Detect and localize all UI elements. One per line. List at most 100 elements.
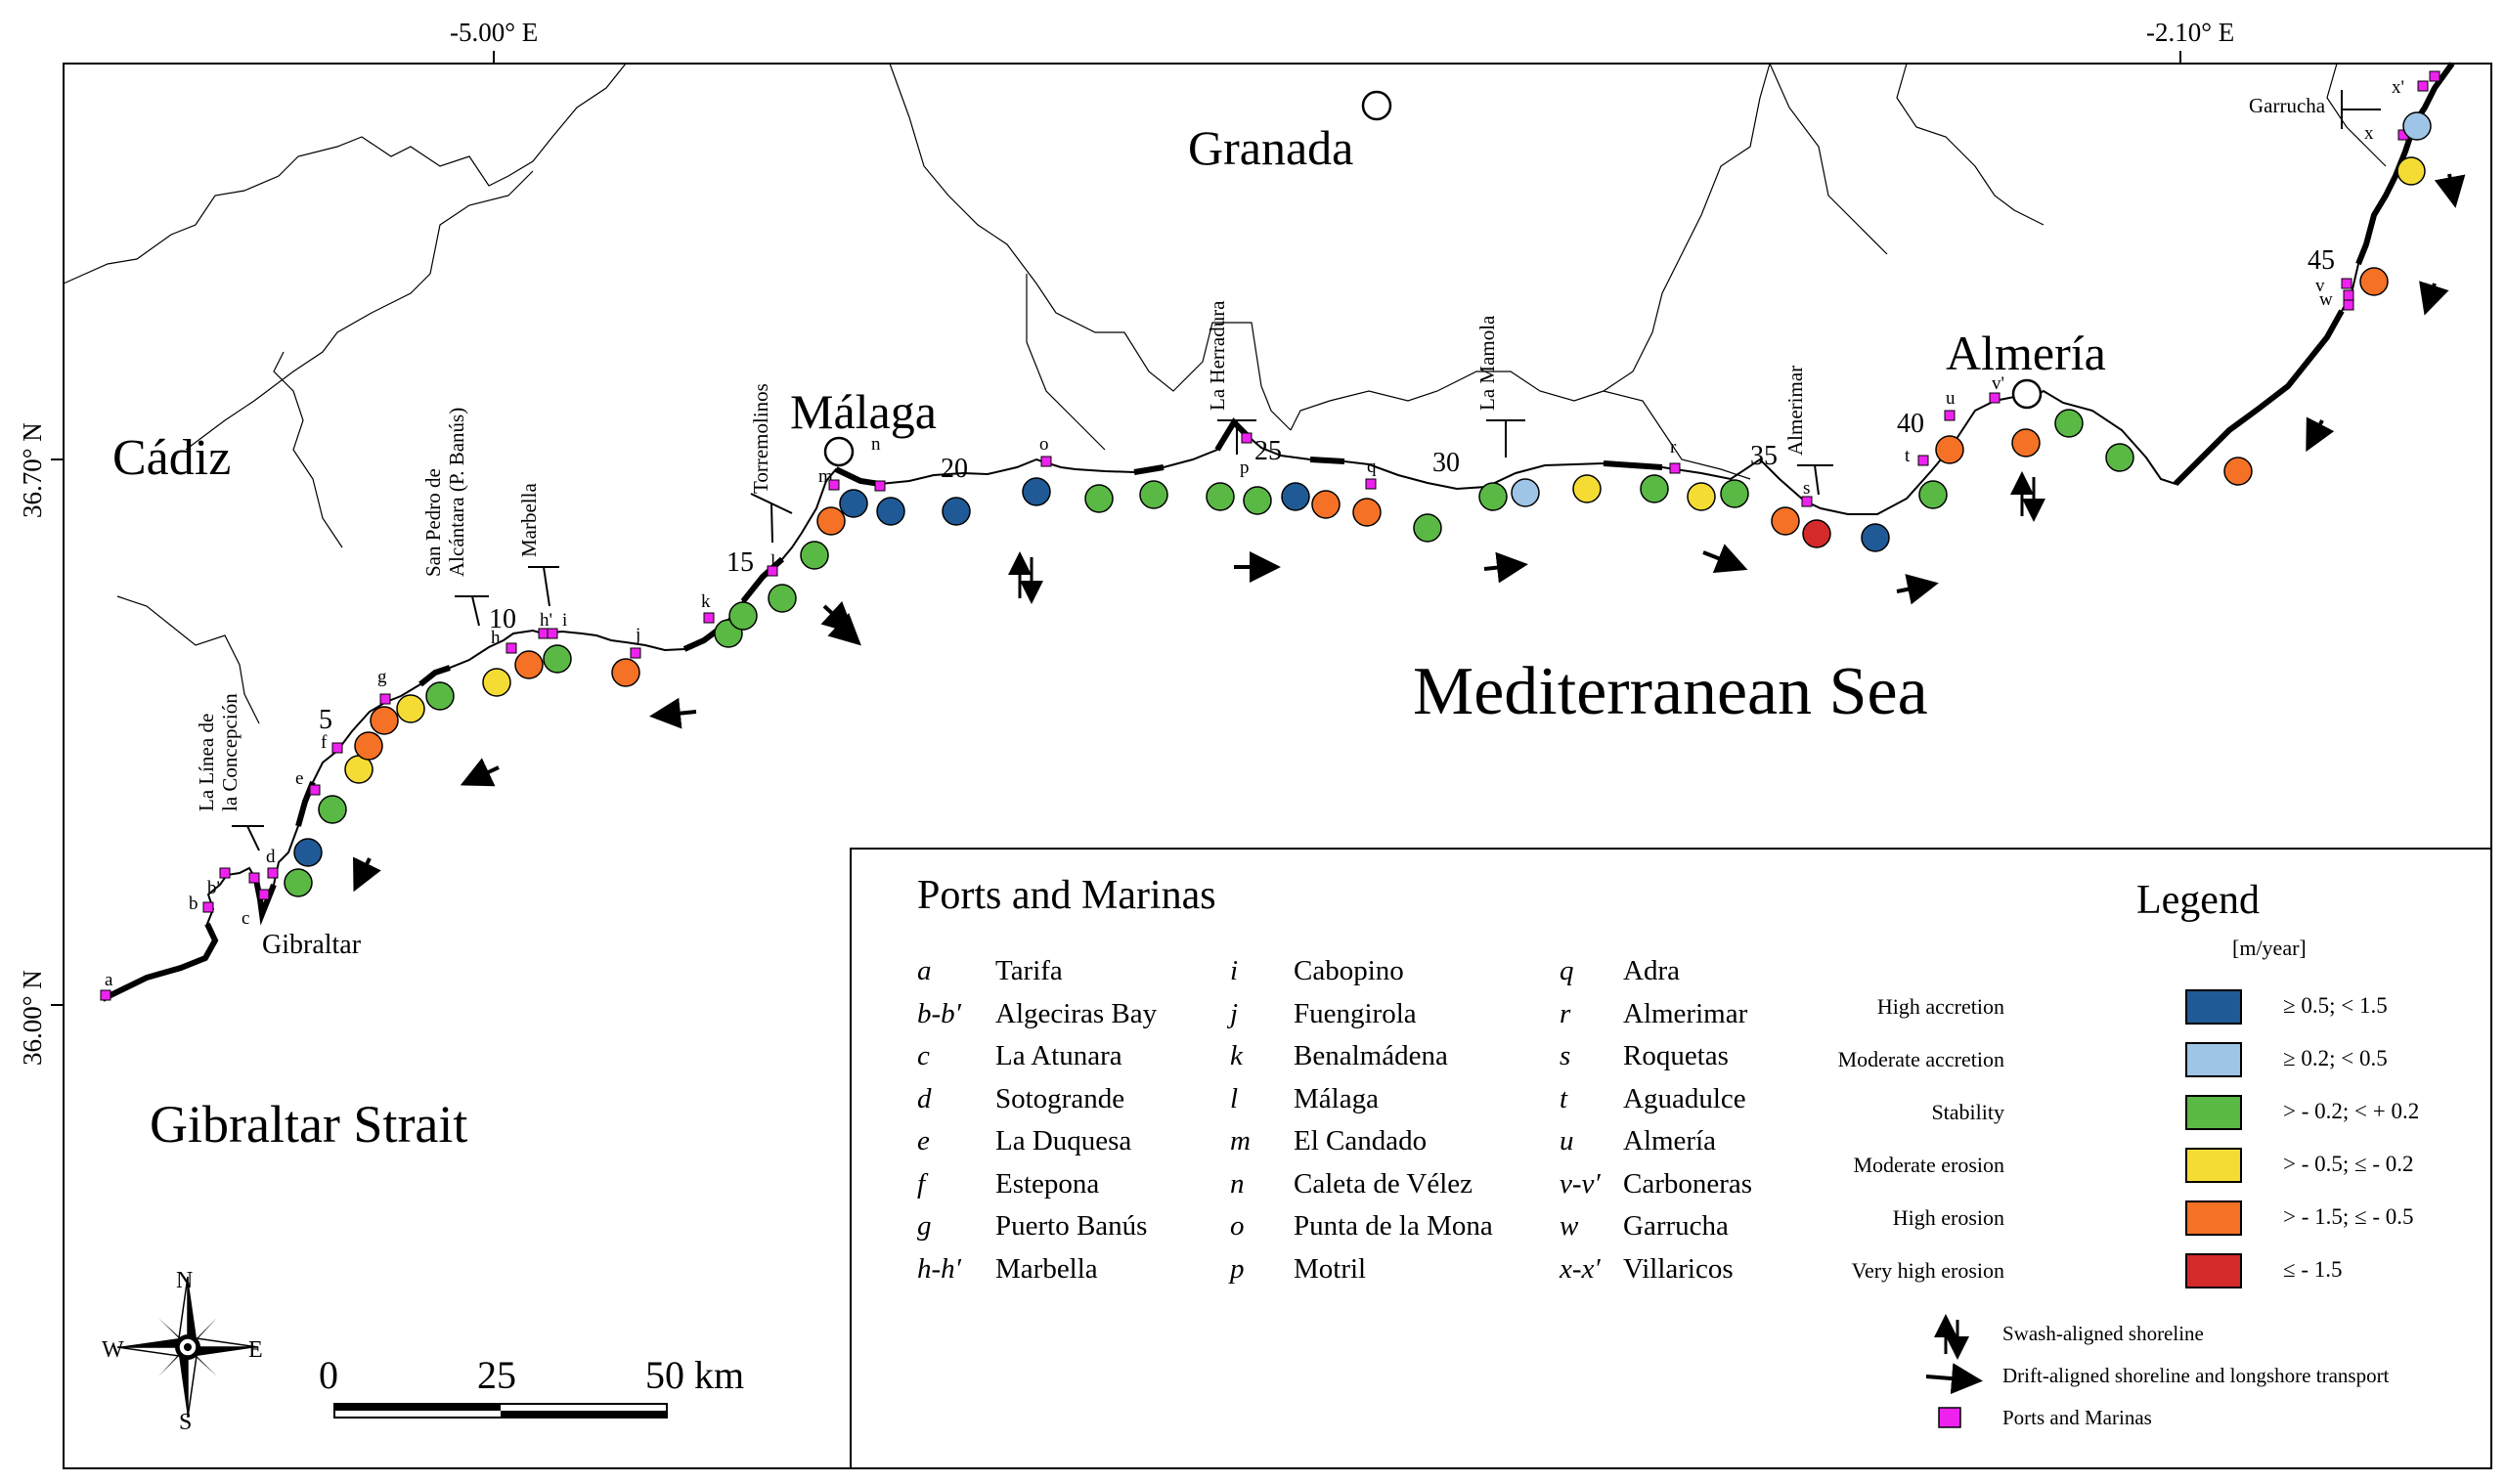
legend-class-range: > - 0.2; < + 0.2 [2283, 1099, 2420, 1123]
port-code: j [1230, 997, 1239, 1029]
port-name: Aguadulce [1623, 1082, 1746, 1114]
port-letter: h' [540, 610, 552, 631]
port-square [219, 867, 231, 879]
drift-arrow-icon [1702, 544, 1748, 574]
segment-circle-high-erosion [1311, 490, 1341, 519]
segment-circle-stability [800, 541, 829, 570]
drift-arrow-icon [1925, 1363, 1983, 1395]
segment-circle-stability [425, 681, 455, 711]
segment-circle-stability [543, 644, 572, 674]
legend-title: Legend [2136, 878, 2260, 923]
port-square [1801, 496, 1813, 507]
compass-e: E [248, 1337, 263, 1363]
segment-number: 10 [489, 604, 516, 634]
segment-circle-stability [728, 601, 758, 631]
port-square [2429, 70, 2440, 82]
port-name: Adra [1623, 955, 1680, 986]
port-square [2343, 299, 2354, 311]
port-code: q [1560, 955, 1574, 986]
legend-symbol-label: Ports and Marinas [2002, 1406, 2152, 1429]
legend-class-label: Very high erosion [1851, 1258, 2004, 1283]
lon-label-left: -5.00° E [450, 18, 538, 47]
port-square-icon [1938, 1407, 1961, 1428]
legend-color-box [2185, 1200, 2242, 1236]
port-square [331, 742, 343, 754]
segment-circle-stability [1139, 480, 1168, 509]
port-name: Almerimar [1623, 997, 1748, 1029]
segment-number: 40 [1897, 409, 1924, 439]
legend-class-label: Moderate erosion [1853, 1153, 2004, 1177]
compass-rose [116, 1276, 259, 1419]
port-square [100, 989, 111, 1001]
legend-symbol-label: Swash-aligned shoreline [2002, 1322, 2204, 1345]
port-square [248, 872, 260, 884]
province-boundaries [63, 63, 2387, 724]
port-letter: p [1240, 458, 1250, 478]
compass-s: S [179, 1410, 192, 1435]
coastline [102, 63, 2453, 1000]
port-square [2341, 278, 2352, 289]
segment-circle-stability [2105, 443, 2134, 472]
port-letter: t [1905, 446, 1911, 466]
port-square [2417, 80, 2429, 92]
port-square [267, 867, 279, 879]
transect-label-marbella: Marbella [517, 483, 541, 557]
segment-circle-stability [1206, 482, 1235, 511]
lat-label-lower: 36.00° N [18, 970, 47, 1066]
legend-color-box [2185, 1253, 2242, 1288]
city-marker-granada [1361, 90, 1392, 121]
segment-circle-high-erosion [1352, 498, 1382, 527]
legend-unit: [m/year] [2232, 936, 2307, 960]
port-code: i [1230, 955, 1239, 986]
lon-label-right: -2.10° E [2146, 18, 2234, 47]
port-letter: c [242, 908, 249, 929]
port-square [1040, 456, 1052, 467]
segment-circle-stability [1640, 474, 1669, 503]
segment-circle-high-erosion [2359, 267, 2389, 296]
segment-circle-high-erosion [816, 506, 846, 536]
scale-tick-50: 50 km [645, 1353, 744, 1397]
transect-label-almerimar: Almerimar [1783, 366, 1807, 456]
segment-numbers: 5 10 15 20 25 30 35 40 45 [319, 245, 2335, 735]
port-code: u [1560, 1125, 1574, 1157]
port-code: l [1230, 1082, 1239, 1114]
port-square [630, 647, 641, 659]
compass-n: N [176, 1268, 193, 1293]
transect-label-san-pedro-1: San Pedro de [421, 468, 445, 577]
legend-class-label: High accretion [1876, 994, 2004, 1019]
drift-arrow-icon [2306, 416, 2335, 453]
port-code: e [917, 1125, 930, 1157]
drift-arrow-icon [2419, 281, 2449, 316]
place-label-almeria: Almería [1946, 326, 2106, 380]
port-letter: n [871, 434, 881, 455]
segment-circle-high-accretion [1861, 523, 1890, 552]
port-name: Motril [1294, 1252, 1367, 1285]
drift-arrow-icon [1483, 551, 1528, 584]
segment-number: 5 [319, 705, 332, 735]
segment-circle-high-accretion [293, 838, 323, 867]
port-name: Puerto Banús [995, 1210, 1148, 1242]
place-label-gibraltar: Gibraltar [262, 930, 362, 960]
segment-circle-high-erosion [611, 658, 640, 687]
port-code: x-x′ [1560, 1252, 1601, 1285]
port-square [874, 480, 886, 492]
segment-circle-stability [1478, 482, 1508, 511]
segment-circle-high-accretion [1281, 482, 1310, 511]
port-name: Caleta de Vélez [1294, 1167, 1473, 1200]
segment-circle-high-erosion [2223, 457, 2253, 486]
port-square [1365, 478, 1377, 490]
port-name: Málaga [1294, 1082, 1379, 1114]
segment-circle-stability [1084, 484, 1114, 513]
port-letter: r [1670, 437, 1677, 458]
segment-circle-moderate-accretion [1511, 478, 1540, 507]
segment-number: 30 [1432, 448, 1460, 478]
segment-circle-stability [1720, 479, 1749, 508]
city-marker-almeria [2011, 378, 2043, 410]
port-name: El Candado [1294, 1125, 1428, 1157]
segment-circle-stability [1413, 513, 1442, 543]
segment-circle-stability [2054, 409, 2084, 438]
port-code: t [1560, 1082, 1568, 1114]
port-name: Algeciras Bay [995, 997, 1158, 1029]
segment-number: 15 [726, 547, 754, 578]
port-square [1989, 392, 2000, 404]
